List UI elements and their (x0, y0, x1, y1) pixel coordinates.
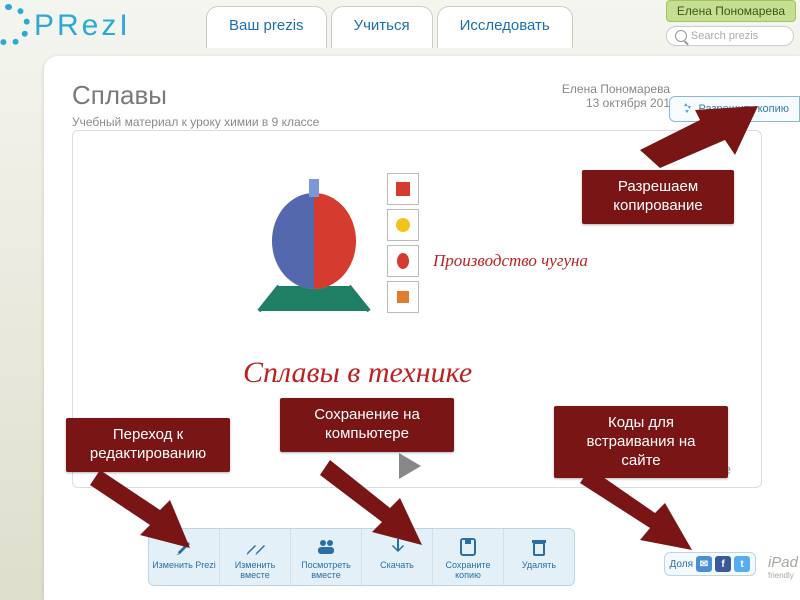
btn-save-copy[interactable]: Сохраните копию (433, 529, 504, 585)
search-icon (675, 30, 687, 42)
nav-tabs: Ваш prezis Учиться Исследовать (206, 6, 573, 48)
callout-save: Сохранение на компьютере (280, 398, 454, 452)
slide-caption-2: Сплавы в технике (243, 356, 472, 390)
callout-edit: Переход к редактированию (66, 418, 230, 472)
btn-edit-together[interactable]: Изменить вместе (220, 529, 291, 585)
user-badge[interactable]: Елена Пономарева (666, 0, 796, 22)
slide-thumbnails (387, 173, 419, 317)
thumb-2[interactable] (387, 209, 419, 241)
search-placeholder: Search prezis (691, 30, 758, 42)
share-label: Доля (670, 559, 693, 570)
logo[interactable]: PRezI (0, 0, 131, 46)
search-input[interactable]: Search prezis (666, 26, 794, 46)
save-icon (435, 535, 501, 559)
share-twitter-icon[interactable]: t (734, 556, 750, 572)
share-mail-icon[interactable]: ✉ (696, 556, 712, 572)
thumb-3[interactable] (387, 245, 419, 277)
arrow-to-edit (90, 470, 200, 550)
thumb-4[interactable] (387, 281, 419, 313)
share-facebook-icon[interactable]: f (715, 556, 731, 572)
arrow-to-allow-copy (640, 100, 760, 170)
tab-your-prezis[interactable]: Ваш prezis (206, 6, 327, 48)
top-bar: PRezI Ваш prezis Учиться Исследовать Еле… (0, 0, 800, 56)
furnace-illustration (249, 171, 379, 321)
thumb-1[interactable] (387, 173, 419, 205)
tab-learn[interactable]: Учиться (331, 6, 433, 48)
ipad-badge: iPad friendly (768, 554, 798, 580)
logo-icon (0, 4, 30, 46)
top-right: Елена Пономарева Search prezis (666, 0, 796, 46)
author-name: Елена Пономарева (562, 82, 670, 96)
logo-text: PRezI (34, 9, 131, 43)
trash-icon (506, 535, 572, 559)
slide-caption-1: Производство чугуна (433, 251, 588, 271)
arrow-to-download (320, 460, 430, 550)
arrow-to-share (580, 468, 700, 558)
btn-delete[interactable]: Удалять (504, 529, 574, 585)
pencils-icon (222, 535, 288, 559)
tab-explore[interactable]: Исследовать (437, 6, 573, 48)
callout-allow-copy: Разрешаем копирование (582, 170, 734, 224)
